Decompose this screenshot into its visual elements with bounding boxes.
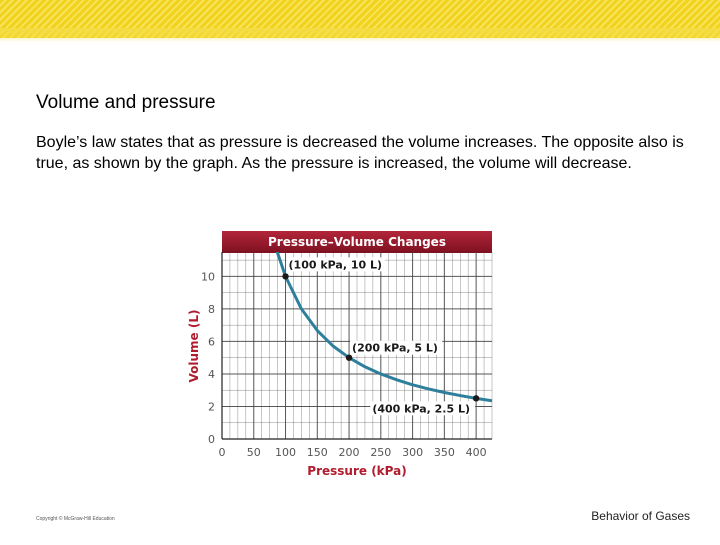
slide-title: Volume and pressure — [36, 92, 216, 113]
chart-ticks: 0 50 100 150 200 250 300 350 400 0 2 4 6 8 10 — [201, 270, 487, 459]
data-point — [282, 273, 289, 280]
data-label: (100 kPa, 10 L) — [289, 258, 383, 271]
data-label-background — [370, 401, 476, 416]
x-tick-label: 50 — [247, 446, 261, 459]
x-tick-label: 350 — [434, 446, 455, 459]
chart-points: (100 kPa, 10 L) (200 kPa, 5 L) (400 kPa, 2… — [282, 257, 480, 416]
x-tick-label: 400 — [466, 446, 487, 459]
y-tick-label: 10 — [201, 270, 215, 283]
x-tick-label: 0 — [219, 446, 226, 459]
y-tick-label: 4 — [208, 368, 215, 381]
y-axis-label: Volume (L) — [187, 310, 201, 383]
data-label: (200 kPa, 5 L) — [352, 342, 438, 355]
data-label: (400 kPa, 2.5 L) — [372, 402, 470, 415]
y-tick-label: 6 — [208, 335, 215, 348]
x-tick-label: 150 — [307, 446, 328, 459]
data-point — [472, 395, 480, 402]
x-tick-label: 250 — [370, 446, 391, 459]
data-label-background — [286, 257, 386, 272]
series-line — [275, 252, 492, 403]
x-tick-label: 300 — [402, 446, 423, 459]
x-tick-label: 200 — [339, 446, 360, 459]
x-axis-label: Pressure (kPa) — [307, 464, 406, 478]
chart-title: Pressure–Volume Changes — [268, 235, 446, 249]
x-tick-label: 100 — [275, 446, 296, 459]
copyright-text: Copyright © McGraw-Hill Education — [36, 516, 115, 522]
y-tick-label: 0 — [208, 433, 215, 446]
data-point — [345, 354, 353, 361]
slide-body-text: Boyle’s law states that as pressure is d… — [36, 134, 684, 172]
footer-topic: Behavior of Gases — [591, 509, 690, 523]
y-tick-label: 8 — [208, 303, 215, 316]
header-fade — [0, 28, 720, 42]
chart-title-banner — [222, 231, 492, 253]
curve-layer — [275, 252, 492, 403]
data-label-background — [350, 340, 443, 355]
y-tick-label: 2 — [208, 400, 215, 413]
